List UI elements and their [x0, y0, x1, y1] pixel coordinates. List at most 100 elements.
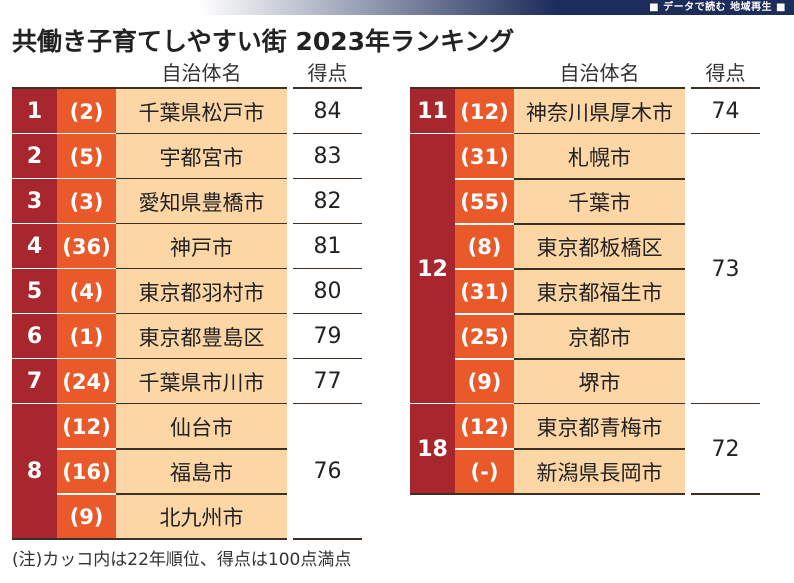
- municipality-name-cell: 札幌市: [514, 134, 685, 179]
- rank-cell: 11: [410, 89, 455, 134]
- municipality-name-cell: 福島市: [116, 449, 287, 494]
- municipality-name-cell: 千葉県松戸市: [116, 89, 287, 134]
- previous-rank-cell: (2): [57, 89, 116, 134]
- row-divider: [57, 493, 116, 495]
- row-divider: [57, 448, 116, 450]
- previous-rank-cell: (31): [455, 134, 514, 179]
- previous-rank-cell: (5): [57, 134, 116, 179]
- previous-rank-cell: (12): [455, 404, 514, 449]
- page-title: 共働き子育てしやすい街 2023年ランキング: [12, 27, 515, 56]
- score-cell: 77: [293, 359, 362, 404]
- column-header-name: 自治体名: [559, 61, 640, 85]
- rank-group: 4 81 (36) 神戸市: [12, 224, 362, 269]
- row-divider: [455, 268, 514, 270]
- rank-cell: 3: [12, 179, 57, 224]
- municipality-name-cell: 神戸市: [116, 224, 287, 269]
- score-cell: 82: [293, 179, 362, 224]
- municipality-name-cell: 東京都板橋区: [514, 224, 685, 269]
- table-bottom-rule: [12, 538, 116, 540]
- rank-cell: 8: [12, 404, 57, 539]
- row-divider: [514, 178, 685, 180]
- previous-rank-cell: (9): [57, 494, 116, 539]
- row-divider: [455, 178, 514, 180]
- rank-group: 3 82 (3) 愛知県豊橋市: [12, 179, 362, 224]
- rank-group: 8 76 (12) 仙台市 (16) 福島市 (9) 北九州市: [12, 404, 362, 539]
- municipality-name-cell: 神奈川県厚木市: [514, 89, 685, 134]
- table-top-rule: [12, 87, 287, 89]
- rank-group: 7 77 (24) 千葉県市川市: [12, 359, 362, 404]
- score-top-rule: [691, 87, 760, 89]
- rank-group: 2 83 (5) 宇都宮市: [12, 134, 362, 179]
- row-divider: [455, 223, 514, 225]
- municipality-name-cell: 宇都宮市: [116, 134, 287, 179]
- rank-group: 1 84 (2) 千葉県松戸市: [12, 89, 362, 134]
- score-cell: 84: [293, 89, 362, 134]
- row-divider: [455, 358, 514, 360]
- score-top-rule: [293, 87, 362, 89]
- column-header-name: 自治体名: [161, 61, 242, 85]
- previous-rank-cell: (36): [57, 224, 116, 269]
- municipality-name-cell: 東京都豊島区: [116, 314, 287, 359]
- score-cell: 72: [691, 404, 760, 494]
- rank-group: 6 79 (1) 東京都豊島区: [12, 314, 362, 359]
- previous-rank-cell: (12): [455, 89, 514, 134]
- municipality-name-cell: 仙台市: [116, 404, 287, 449]
- rank-cell: 5: [12, 269, 57, 314]
- rank-cell: 4: [12, 224, 57, 269]
- group-divider: [116, 538, 287, 540]
- previous-rank-cell: (8): [455, 224, 514, 269]
- municipality-name-cell: 千葉県市川市: [116, 359, 287, 404]
- score-cell: 80: [293, 269, 362, 314]
- rank-cell: 12: [410, 134, 455, 404]
- column-header-score: 得点: [705, 61, 746, 85]
- row-divider: [116, 448, 287, 450]
- previous-rank-cell: (4): [57, 269, 116, 314]
- header-bar-label: ■ データで読む 地域再生 ■: [649, 2, 786, 13]
- municipality-name-cell: 新潟県長岡市: [514, 449, 685, 494]
- score-divider: [293, 538, 362, 540]
- rank-cell: 7: [12, 359, 57, 404]
- municipality-name-cell: 東京都羽村市: [116, 269, 287, 314]
- previous-rank-cell: (55): [455, 179, 514, 224]
- row-divider: [455, 448, 514, 450]
- municipality-name-cell: 東京都青梅市: [514, 404, 685, 449]
- previous-rank-cell: (1): [57, 314, 116, 359]
- row-divider: [455, 313, 514, 315]
- rank-cell: 18: [410, 404, 455, 494]
- header-bar: ■ データで読む 地域再生 ■: [0, 0, 794, 15]
- score-cell: 76: [293, 404, 362, 539]
- rank-group: 18 72 (12) 東京都青梅市 (-) 新潟県長岡市: [410, 404, 760, 494]
- rank-cell: 1: [12, 89, 57, 134]
- previous-rank-cell: (24): [57, 359, 116, 404]
- score-cell: 79: [293, 314, 362, 359]
- row-divider: [514, 448, 685, 450]
- row-divider: [514, 268, 685, 270]
- previous-rank-cell: (3): [57, 179, 116, 224]
- score-divider: [691, 493, 760, 495]
- municipality-name-cell: 北九州市: [116, 494, 287, 539]
- rank-group: 5 80 (4) 東京都羽村市: [12, 269, 362, 314]
- footnote: (注)カッコ内は22年順位、得点は100点満点: [12, 550, 352, 570]
- score-cell: 74: [691, 89, 760, 134]
- rank-group: 11 74 (12) 神奈川県厚木市: [410, 89, 760, 134]
- rank-cell: 2: [12, 134, 57, 179]
- score-cell: 81: [293, 224, 362, 269]
- previous-rank-cell: (12): [57, 404, 116, 449]
- municipality-name-cell: 東京都福生市: [514, 269, 685, 314]
- row-divider: [514, 358, 685, 360]
- table-top-rule: [410, 87, 685, 89]
- previous-rank-cell: (25): [455, 314, 514, 359]
- score-cell: 73: [691, 134, 760, 404]
- previous-rank-cell: (16): [57, 449, 116, 494]
- municipality-name-cell: 京都市: [514, 314, 685, 359]
- row-divider: [514, 313, 685, 315]
- previous-rank-cell: (-): [455, 449, 514, 494]
- previous-rank-cell: (9): [455, 359, 514, 404]
- rank-group: 12 73 (31) 札幌市 (55) 千葉市 (8) 東京都板橋区 (31) 東京都福生市 (25…: [410, 134, 760, 404]
- rank-cell: 6: [12, 314, 57, 359]
- group-divider: [514, 493, 685, 495]
- row-divider: [514, 223, 685, 225]
- municipality-name-cell: 愛知県豊橋市: [116, 179, 287, 224]
- row-divider: [116, 493, 287, 495]
- score-cell: 83: [293, 134, 362, 179]
